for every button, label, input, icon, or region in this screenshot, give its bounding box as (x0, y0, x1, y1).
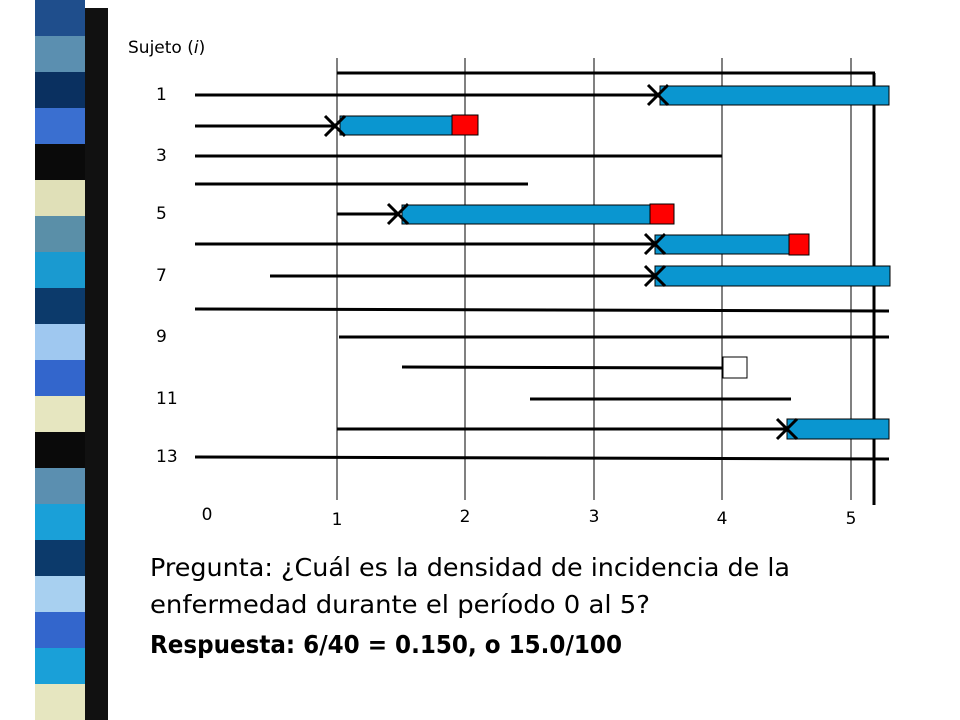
answer: Respuesta: 6/40 = 0.150, o 15.0/100 (150, 630, 622, 659)
question-line: Pregunta: ¿Cuál es la densidad de incide… (150, 553, 790, 582)
decor-stripe (35, 324, 85, 360)
decor-strip (35, 0, 108, 720)
subject-label: 7 (156, 266, 167, 286)
decor-stripe (35, 216, 85, 252)
decor-shadow (85, 8, 108, 720)
subject-label: 1 (156, 85, 167, 105)
decor-stripe (35, 0, 85, 36)
x-label: 3 (589, 507, 600, 527)
question-line: enfermedad durante el período 0 al 5? (150, 590, 650, 619)
subject-labels: 1 3 5 7 9 11 13 (156, 85, 178, 467)
decor-stripe (35, 252, 85, 288)
decor-stripe (35, 468, 85, 504)
decor-stripe (35, 540, 85, 576)
subject-label: 5 (156, 204, 167, 224)
x-labels: 0 1 2 3 4 5 (202, 505, 857, 530)
decor-stripe (35, 396, 85, 432)
x-label: 5 (846, 509, 857, 529)
decor-stripe (35, 648, 85, 684)
decor-stripe (35, 72, 85, 108)
event-marks (323, 83, 799, 441)
x-label: 1 (332, 510, 343, 530)
subject-label: 9 (156, 327, 167, 347)
decor-stripe (35, 684, 85, 720)
decor-stripe (35, 144, 85, 180)
decor-stripe (35, 288, 85, 324)
y-label: Sujeto (i) (128, 38, 205, 58)
decor-stripe (35, 36, 85, 72)
decor-stripe (35, 360, 85, 396)
decor-stripe (35, 108, 85, 144)
decor-stripe (35, 432, 85, 468)
subject-label: 11 (156, 389, 178, 409)
subject-label: 13 (156, 447, 178, 467)
decor-stripe (35, 180, 85, 216)
x-label: 4 (717, 509, 728, 529)
decor-stripe (35, 504, 85, 540)
x-label: 0 (202, 505, 213, 525)
decor-stripe (35, 576, 85, 612)
x-label: 2 (460, 507, 471, 527)
follow-up (194, 85, 891, 461)
decor-stripe (35, 612, 85, 648)
subject-label: 3 (156, 146, 167, 166)
